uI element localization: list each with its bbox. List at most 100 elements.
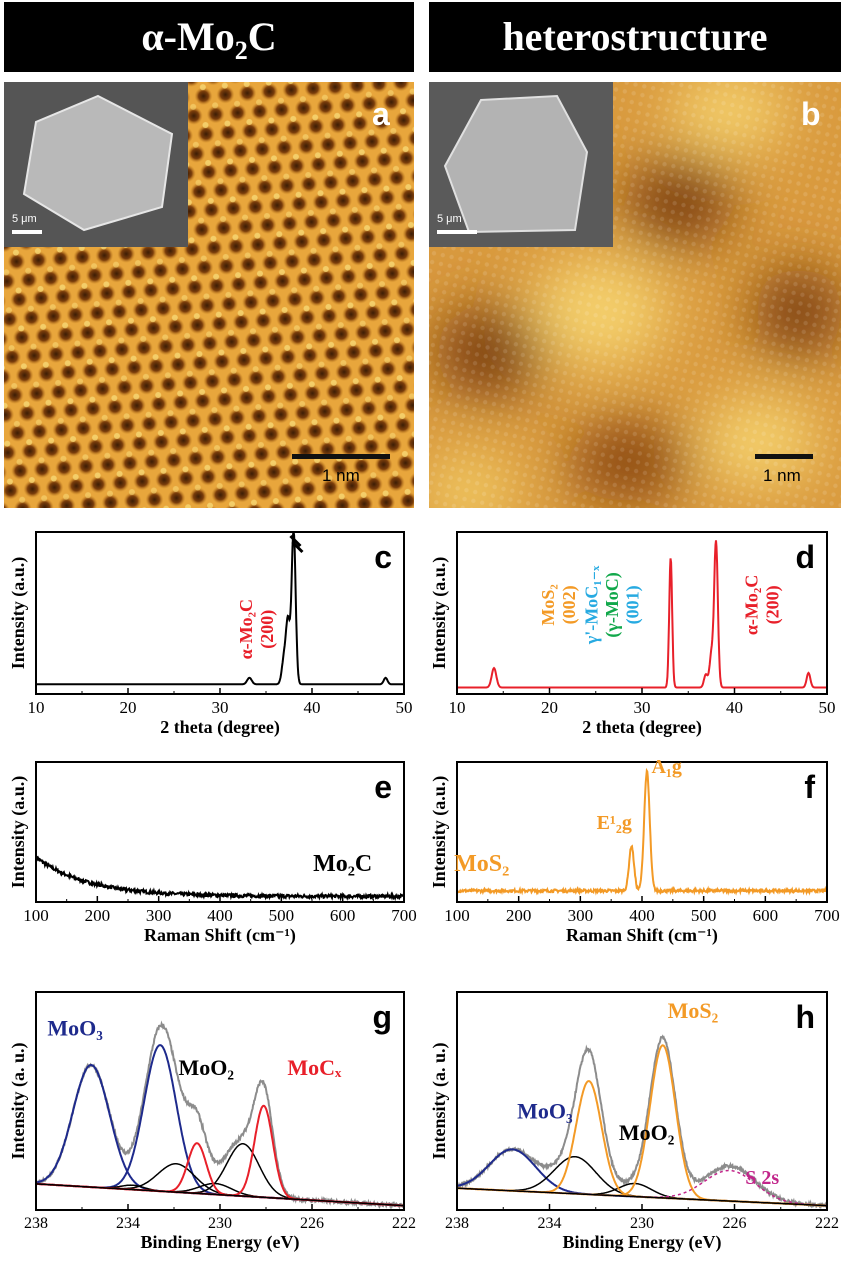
stm-moire-b bbox=[429, 82, 841, 508]
x-tick-label-f: 400 bbox=[629, 906, 655, 925]
annotation-f-2: A₁g bbox=[651, 756, 681, 778]
annotation-f-1: E¹₂g bbox=[597, 812, 632, 834]
panel-label-e: e bbox=[374, 769, 392, 805]
series-line-g-envelope bbox=[35, 1020, 405, 1210]
raman-chart-e: 100 200 300 400 500 600 700 Raman Shift (cm⁻¹) I… bbox=[8, 761, 417, 946]
x-tick-label-c: 50 bbox=[396, 698, 413, 717]
x-tick-label-f: 100 bbox=[444, 906, 470, 925]
xps-chart-g: 238 234 230 226 222 Binding Energy (eV) Intens… bbox=[8, 991, 416, 1253]
annotation-h-3: S 2s bbox=[745, 1167, 779, 1189]
y-axis-label-d: Intensity (a.u.) bbox=[429, 557, 450, 670]
panel-label-c: c bbox=[374, 539, 392, 575]
series-line-g-MoCx-b bbox=[35, 1104, 404, 1207]
x-tick-label-e: 400 bbox=[207, 906, 233, 925]
series-line-c-0 bbox=[36, 531, 404, 686]
x-tick-label-f: 300 bbox=[568, 906, 594, 925]
x-tick-label-e: 700 bbox=[391, 906, 417, 925]
annotation-c-0: α-Mo₂C(200) bbox=[236, 599, 278, 659]
x-tick-label-g: 222 bbox=[392, 1215, 416, 1232]
x-tick-label-c: 40 bbox=[304, 698, 321, 717]
xps-chart-h: 238 234 230 226 222 Binding Energy (eV) Intens… bbox=[429, 991, 839, 1253]
x-tick-label-g: 238 bbox=[24, 1215, 48, 1232]
series-line-g-MoO2-b bbox=[35, 1143, 404, 1207]
annotation-f-0: MoS₂ bbox=[454, 851, 509, 877]
y-axis-label-f: Intensity (a.u.) bbox=[429, 776, 450, 889]
y-axis-label-g: Intensity (a. u.) bbox=[8, 1042, 29, 1159]
y-axis-label-h: Intensity (a. u.) bbox=[429, 1042, 450, 1159]
panel-label-b: b bbox=[801, 96, 821, 132]
stm-image-b: 5 μm b 1 nm bbox=[429, 82, 841, 508]
scalebar-b bbox=[755, 454, 813, 459]
annotation-d-3: (001) bbox=[622, 585, 643, 624]
panel-label-g: g bbox=[372, 999, 392, 1035]
sem-inset-a: 5 μm bbox=[4, 82, 188, 247]
annotation-g-0: MoO₃ bbox=[47, 1016, 103, 1041]
x-tick-label-c: 20 bbox=[120, 698, 137, 717]
panel-label-a: a bbox=[372, 96, 390, 132]
x-axis-label-c: 2 theta (degree) bbox=[160, 717, 280, 738]
x-axis-label-f: Raman Shift (cm⁻¹) bbox=[566, 925, 718, 946]
annotation-d-1: γ'-MoC₁₋ₓ bbox=[582, 565, 602, 645]
annotation-d-4: α-Mo₂C(200) bbox=[742, 575, 784, 635]
x-tick-label-d: 50 bbox=[819, 698, 836, 717]
x-tick-label-f: 200 bbox=[506, 906, 532, 925]
xrd-chart-c: 10 20 30 40 50 2 theta (degree) Intensity (a.u… bbox=[8, 531, 413, 738]
x-tick-label-c: 10 bbox=[28, 698, 45, 717]
panel-label-d: d bbox=[795, 539, 815, 575]
annotation-h-2: MoS₂ bbox=[668, 998, 719, 1023]
header-left-prefix: α-Mo bbox=[141, 14, 235, 59]
x-tick-label-d: 30 bbox=[634, 698, 651, 717]
x-tick-label-d: 10 bbox=[449, 698, 466, 717]
x-axis-label-d: 2 theta (degree) bbox=[582, 717, 702, 738]
annotation-d-2: (γ-MoC) bbox=[602, 572, 623, 637]
x-tick-label-f: 700 bbox=[814, 906, 840, 925]
x-tick-label-d: 40 bbox=[726, 698, 743, 717]
x-tick-label-h: 234 bbox=[538, 1215, 562, 1232]
y-axis-label-e: Intensity (a.u.) bbox=[8, 776, 29, 889]
x-tick-label-h: 238 bbox=[445, 1215, 469, 1232]
x-tick-label-e: 200 bbox=[85, 906, 111, 925]
panel-label-f: f bbox=[804, 769, 815, 805]
x-tick-label-g: 230 bbox=[208, 1215, 232, 1232]
x-tick-label-f: 500 bbox=[691, 906, 717, 925]
scalebar-label-a: 1 nm bbox=[322, 466, 360, 485]
x-tick-label-h: 222 bbox=[815, 1215, 839, 1232]
header-left-suffix: C bbox=[247, 14, 277, 59]
axis-break-mark bbox=[289, 534, 302, 548]
series-line-h-envelope bbox=[456, 1034, 828, 1210]
x-tick-label-h: 226 bbox=[723, 1215, 747, 1232]
plot-frame-c bbox=[35, 531, 405, 695]
series-line-g-baseline bbox=[35, 1183, 404, 1207]
annotation-g-2: MoCₓ bbox=[287, 1055, 342, 1080]
x-tick-label-e: 100 bbox=[23, 906, 49, 925]
stm-image-a: 5 μm a 1 nm bbox=[4, 82, 414, 508]
x-axis-label-e: Raman Shift (cm⁻¹) bbox=[144, 925, 296, 946]
series-line-f-0 bbox=[456, 767, 828, 896]
header-left-sub: 2 bbox=[234, 36, 248, 65]
axis-break-mark bbox=[291, 540, 304, 554]
header-alpha-mo2c: α-Mo2C bbox=[4, 2, 414, 72]
series-line-d-0 bbox=[457, 540, 827, 689]
plot-frame-f bbox=[456, 761, 828, 903]
x-axis-label-h: Binding Energy (eV) bbox=[562, 1232, 721, 1253]
x-tick-label-c: 30 bbox=[212, 698, 229, 717]
x-tick-label-f: 600 bbox=[753, 906, 779, 925]
header-heterostructure: heterostructure bbox=[429, 2, 841, 72]
x-tick-label-e: 600 bbox=[330, 906, 356, 925]
panel-label-h: h bbox=[795, 999, 815, 1035]
y-axis-label-c: Intensity (a.u.) bbox=[8, 557, 29, 670]
annotation-h-1: MoO₂ bbox=[619, 1120, 675, 1145]
x-tick-label-e: 500 bbox=[269, 906, 295, 925]
x-tick-label-e: 300 bbox=[146, 906, 172, 925]
annotation-g-1: MoO₂ bbox=[178, 1055, 234, 1080]
annotation-d-0: MoS₂(002) bbox=[538, 584, 580, 625]
annotation-h-0: MoO₃ bbox=[517, 1098, 573, 1123]
scalebar-a bbox=[292, 454, 390, 459]
xrd-chart-d: 10 20 30 40 50 2 theta (degree) Intensity (a.u… bbox=[429, 531, 836, 738]
sem-inset-b: 5 μm bbox=[429, 82, 613, 247]
x-tick-label-g: 234 bbox=[116, 1215, 140, 1232]
scalebar-label-b: 1 nm bbox=[763, 466, 801, 485]
x-axis-label-g: Binding Energy (eV) bbox=[140, 1232, 299, 1253]
inset-scalebar-b: 5 μm bbox=[437, 213, 462, 225]
annotation-e-0: Mo₂C bbox=[313, 851, 372, 877]
